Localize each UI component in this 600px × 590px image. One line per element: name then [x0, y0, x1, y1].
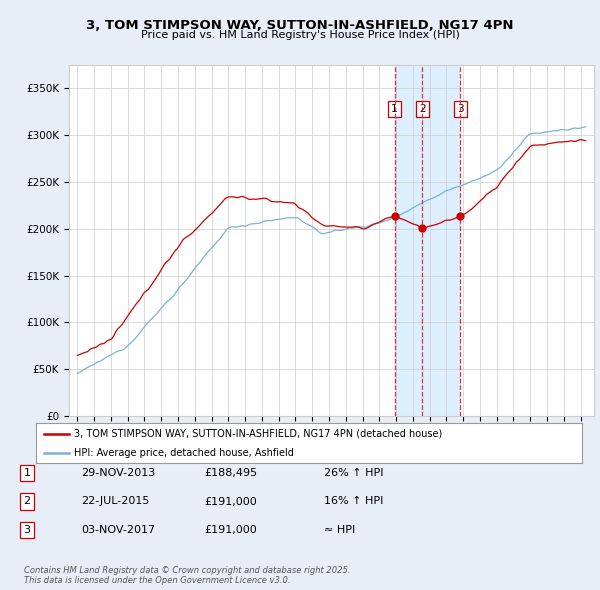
Text: £191,000: £191,000: [204, 497, 257, 506]
Text: 1: 1: [23, 468, 31, 478]
Text: ≈ HPI: ≈ HPI: [324, 525, 355, 535]
Text: 03-NOV-2017: 03-NOV-2017: [81, 525, 155, 535]
Text: 22-JUL-2015: 22-JUL-2015: [81, 497, 149, 506]
Text: 3: 3: [23, 525, 31, 535]
Text: HPI: Average price, detached house, Ashfield: HPI: Average price, detached house, Ashf…: [74, 448, 294, 458]
Text: 3, TOM STIMPSON WAY, SUTTON-IN-ASHFIELD, NG17 4PN: 3, TOM STIMPSON WAY, SUTTON-IN-ASHFIELD,…: [86, 19, 514, 32]
Text: 16% ↑ HPI: 16% ↑ HPI: [324, 497, 383, 506]
Text: 2: 2: [419, 104, 425, 114]
Text: 1: 1: [391, 104, 398, 114]
Text: £188,495: £188,495: [204, 468, 257, 478]
Text: 2: 2: [23, 497, 31, 506]
Text: 3: 3: [457, 104, 464, 114]
Text: 26% ↑ HPI: 26% ↑ HPI: [324, 468, 383, 478]
Bar: [395, 65, 460, 416]
Text: Contains HM Land Registry data © Crown copyright and database right 2025.
This d: Contains HM Land Registry data © Crown c…: [24, 566, 350, 585]
Text: £191,000: £191,000: [204, 525, 257, 535]
Text: 29-NOV-2013: 29-NOV-2013: [81, 468, 155, 478]
Text: 3, TOM STIMPSON WAY, SUTTON-IN-ASHFIELD, NG17 4PN (detached house): 3, TOM STIMPSON WAY, SUTTON-IN-ASHFIELD,…: [74, 429, 442, 439]
Text: Price paid vs. HM Land Registry's House Price Index (HPI): Price paid vs. HM Land Registry's House …: [140, 30, 460, 40]
